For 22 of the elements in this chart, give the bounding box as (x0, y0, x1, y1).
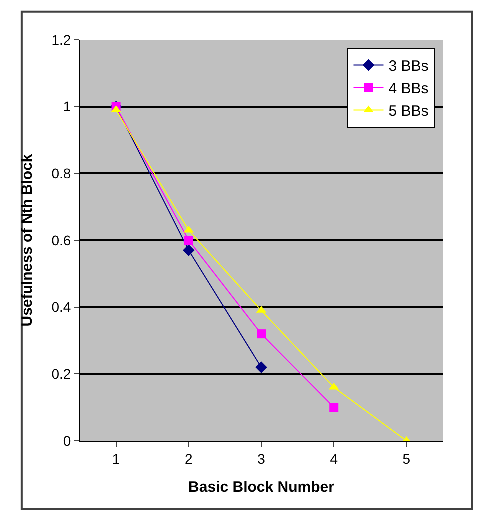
y-tick-label: 0.4 (52, 299, 72, 316)
x-tick-label: 1 (112, 450, 120, 467)
y-tick-label: 0 (63, 432, 72, 449)
y-tick-label: 0.8 (52, 166, 72, 182)
legend-label: 3 BBs (388, 58, 429, 76)
x-tick-label: 4 (330, 450, 338, 467)
y-axis-title: Usefulness of Nth Block (18, 154, 36, 327)
y-tick-label: 0.2 (52, 366, 72, 382)
x-axis-title: Basic Block Number (188, 478, 335, 496)
x-tick-label: 3 (258, 450, 266, 467)
point (256, 362, 268, 374)
y-tick-label: 0.6 (52, 232, 72, 248)
point (257, 330, 266, 339)
point (184, 236, 194, 245)
legend-label: 4 BBs (388, 80, 429, 98)
legend-label: 5 BBs (388, 103, 429, 120)
x-tick-label: 2 (185, 450, 193, 467)
y-tick-label: 1.2 (52, 32, 72, 48)
x-tick-label: 5 (402, 450, 411, 467)
point (183, 244, 195, 256)
point (330, 403, 339, 412)
y-tick-label: 1 (63, 98, 72, 115)
